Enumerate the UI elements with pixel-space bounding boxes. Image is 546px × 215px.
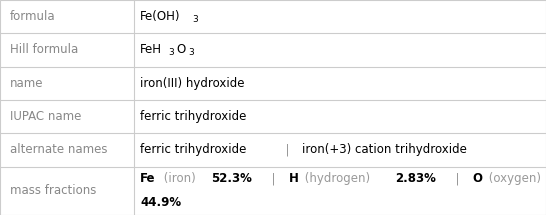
Text: formula: formula bbox=[10, 10, 56, 23]
Text: Fe(OH): Fe(OH) bbox=[140, 10, 181, 23]
Text: IUPAC name: IUPAC name bbox=[10, 110, 81, 123]
Text: iron(III) hydroxide: iron(III) hydroxide bbox=[140, 77, 245, 90]
Text: 52.3%: 52.3% bbox=[211, 172, 252, 185]
Text: (hydrogen): (hydrogen) bbox=[301, 172, 374, 185]
Text: Fe: Fe bbox=[140, 172, 156, 185]
Text: O: O bbox=[473, 172, 483, 185]
Text: iron(+3) cation trihydroxide: iron(+3) cation trihydroxide bbox=[302, 143, 467, 157]
Text: |: | bbox=[277, 143, 296, 157]
Text: ferric trihydroxide: ferric trihydroxide bbox=[140, 110, 247, 123]
Text: alternate names: alternate names bbox=[10, 143, 108, 157]
Text: (iron): (iron) bbox=[161, 172, 200, 185]
Text: FeH: FeH bbox=[140, 43, 162, 57]
Text: |: | bbox=[264, 172, 283, 185]
Text: 3: 3 bbox=[193, 15, 198, 24]
Text: ferric trihydroxide: ferric trihydroxide bbox=[140, 143, 247, 157]
Text: 3: 3 bbox=[169, 48, 175, 57]
Text: name: name bbox=[10, 77, 43, 90]
Text: (oxygen): (oxygen) bbox=[485, 172, 542, 185]
Text: O: O bbox=[176, 43, 186, 57]
Text: 3: 3 bbox=[188, 48, 194, 57]
Text: |: | bbox=[448, 172, 467, 185]
Text: mass fractions: mass fractions bbox=[10, 184, 96, 197]
Text: Hill formula: Hill formula bbox=[10, 43, 78, 57]
Text: H: H bbox=[288, 172, 299, 185]
Text: 2.83%: 2.83% bbox=[395, 172, 436, 185]
Text: 44.9%: 44.9% bbox=[140, 197, 181, 209]
